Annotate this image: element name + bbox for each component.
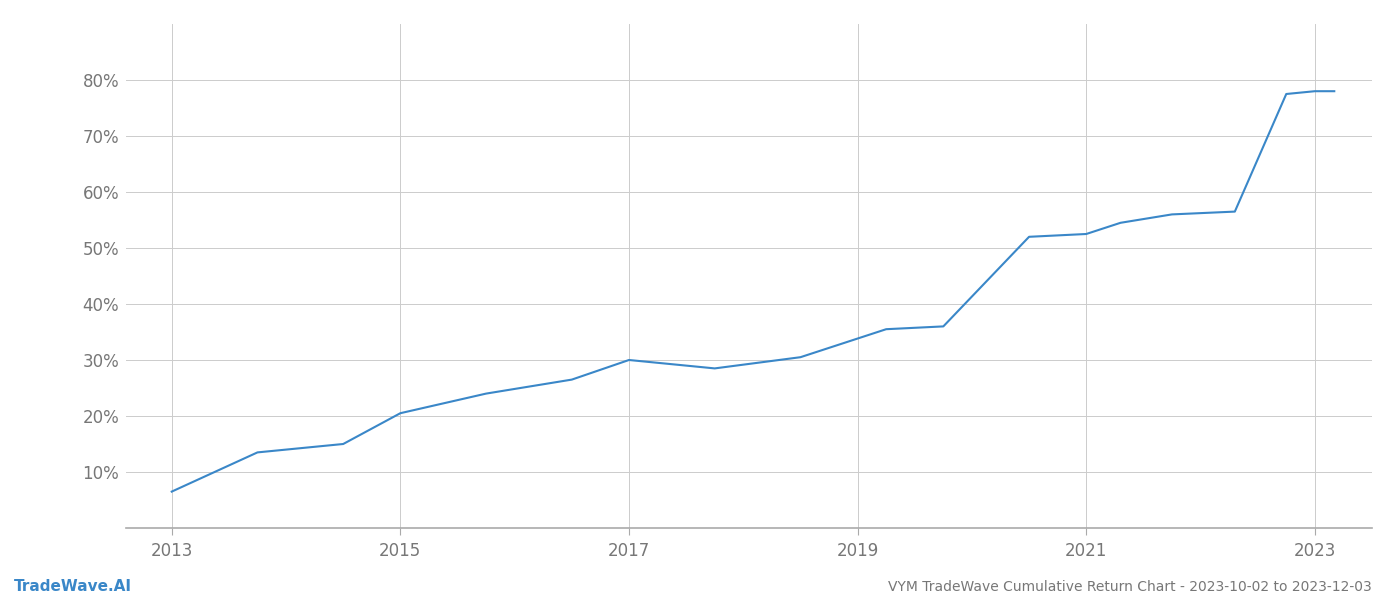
Text: VYM TradeWave Cumulative Return Chart - 2023-10-02 to 2023-12-03: VYM TradeWave Cumulative Return Chart - … (888, 580, 1372, 594)
Text: TradeWave.AI: TradeWave.AI (14, 579, 132, 594)
